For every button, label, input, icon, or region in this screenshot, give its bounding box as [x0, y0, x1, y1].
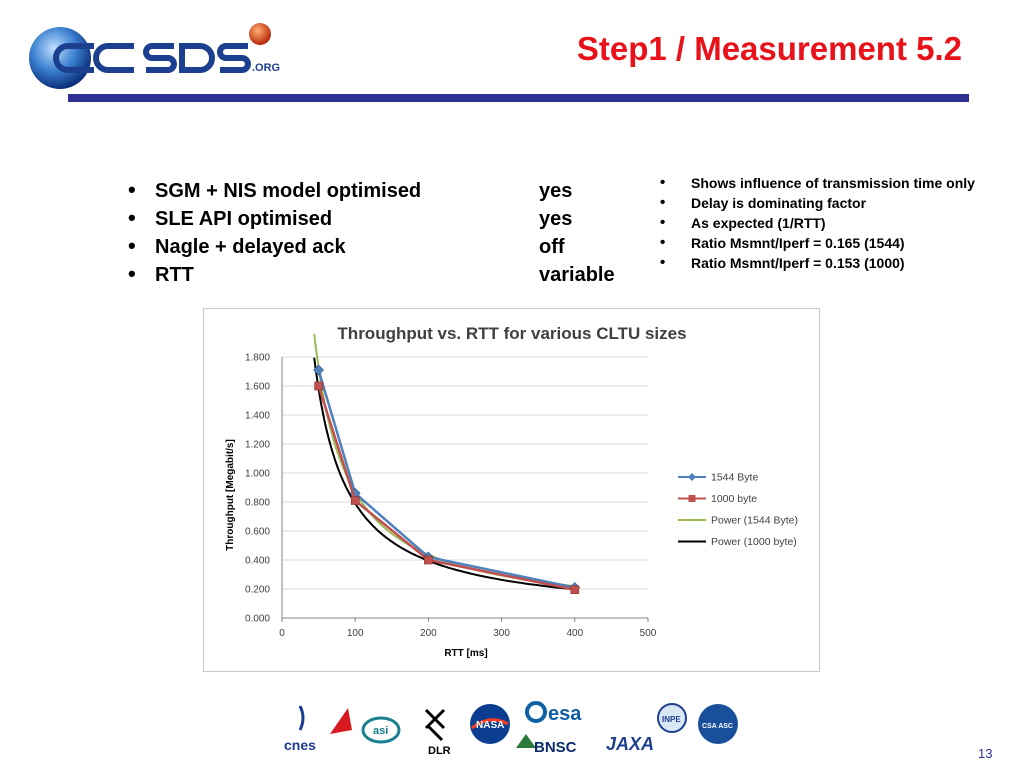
observation-item: Delay is dominating factor — [660, 194, 980, 212]
settings-item: RTT variable — [128, 261, 648, 290]
settings-label: RTT — [155, 264, 194, 286]
settings-value: off — [539, 236, 565, 258]
chart-title: Throughput vs. RTT for various CLTU size… — [337, 324, 686, 343]
chart-grid — [282, 356, 648, 590]
cnes-logo: cnes — [284, 705, 316, 753]
settings-item: SLE API optimised yes — [128, 205, 648, 234]
y-tick-label: 0.400 — [245, 556, 270, 567]
series-line-power-1000-byte — [313, 357, 575, 591]
legend-label-1000-byte: 1000 byte — [711, 493, 757, 505]
y-tick-label: 0.000 — [245, 614, 270, 625]
legend-label-power-1544-byte: Power (1544 Byte) — [711, 515, 798, 527]
settings-list: SGM + NIS model optimised yes SLE API opt… — [128, 177, 648, 290]
x-tick-label: 400 — [566, 628, 583, 639]
legend-label-1544-byte: 1544 Byte — [711, 472, 758, 484]
globe-icon — [29, 27, 91, 89]
svg-text:asi: asi — [373, 725, 388, 737]
data-point-1000-byte — [350, 496, 360, 505]
settings-item: Nagle + delayed ack off — [128, 233, 648, 262]
observation-item: Shows influence of transmission time onl… — [660, 174, 980, 192]
legend-marker-1000-byte — [688, 495, 696, 502]
settings-label: SGM + NIS model optimised — [155, 180, 422, 202]
y-tick-label: 1.200 — [245, 440, 270, 451]
partner-logos: cnes asi DLR NASA esa BNSC — [278, 700, 748, 760]
settings-value: variable — [539, 264, 615, 286]
settings-value: yes — [539, 208, 573, 230]
ccsds-logo-graphic: .ORG — [29, 23, 280, 89]
esa-logo: esa — [525, 701, 582, 725]
data-point-1000-byte — [570, 585, 580, 595]
y-tick-label: 1.800 — [245, 353, 270, 364]
bnsc-logo: BNSC — [516, 734, 577, 756]
y-tick-label: 1.600 — [245, 382, 270, 393]
chart-frame: Throughput vs. RTT for various CLTU size… — [203, 308, 820, 672]
settings-value: yes — [539, 180, 573, 202]
jaxa-logo: JAXA — [606, 734, 654, 754]
svg-text:NASA: NASA — [476, 720, 504, 731]
planet-icon — [249, 23, 271, 45]
svg-text:BNSC: BNSC — [534, 739, 577, 756]
svg-text:esa: esa — [548, 703, 582, 725]
data-point-1000-byte — [424, 555, 433, 565]
svg-text:JAXA: JAXA — [606, 734, 654, 754]
y-tick-label: 1.000 — [245, 469, 270, 480]
settings-item: SGM + NIS model optimised yes — [128, 177, 648, 206]
logo-letters — [53, 43, 251, 73]
title-rule — [68, 94, 969, 102]
observation-item: Ratio Msmnt/Iperf = 0.165 (1544) — [660, 234, 980, 252]
inpe-logo: INPE — [657, 703, 687, 733]
page-number: 13 — [978, 746, 993, 761]
asi-logo: asi — [330, 708, 401, 744]
nasa-logo: NASA — [470, 704, 510, 744]
throughput-chart: Throughput vs. RTT for various CLTU size… — [225, 324, 798, 659]
series-line-1000-byte — [317, 385, 576, 591]
svg-text:INPE: INPE — [662, 715, 681, 724]
y-axis-label: Throughput [Megabit/s] — [225, 439, 236, 551]
y-tick-label: 1.400 — [245, 411, 270, 422]
data-point-1000-byte — [314, 381, 323, 391]
ccsds-logo: .ORG — [24, 18, 294, 98]
y-tick-label: 0.600 — [245, 527, 270, 538]
x-tick-label: 0 — [279, 628, 285, 639]
x-tick-label: 100 — [347, 628, 364, 639]
dlr-logo: DLR — [424, 708, 451, 757]
x-tick-label: 200 — [420, 628, 437, 639]
settings-label: SLE API optimised — [155, 208, 333, 230]
x-tick-label: 300 — [493, 628, 510, 639]
svg-text:DLR: DLR — [428, 745, 451, 757]
svg-text:cnes: cnes — [284, 737, 316, 753]
y-tick-label: 0.200 — [245, 585, 270, 596]
x-axis-label: RTT [ms] — [444, 648, 487, 659]
svg-text:CSA ASC: CSA ASC — [702, 723, 733, 730]
series-line-1544-byte — [317, 369, 576, 589]
chart-ticks: 0.000 0.200 0.400 0.600 0.800 1.000 1.200 1.400… — [245, 353, 657, 640]
chart-legend: 1544 Byte 1000 byte Power (1544 Byte) Power… — [678, 472, 798, 548]
observations-list: Shows influence of transmission time onl… — [660, 174, 980, 275]
y-tick-label: 0.800 — [245, 498, 270, 509]
csa-logo: CSA ASC — [698, 704, 738, 744]
logo-org-text: .ORG — [252, 62, 280, 74]
partner-logos-graphic: cnes asi DLR NASA esa BNSC — [284, 701, 738, 757]
observation-item: As expected (1/RTT) — [660, 214, 980, 232]
chart-plot-area — [313, 333, 581, 595]
legend-label-power-1000-byte: Power (1000 byte) — [711, 536, 797, 548]
series-line-power-1544-byte — [313, 333, 575, 588]
settings-label: Nagle + delayed ack — [155, 236, 346, 258]
legend-marker-1544-byte — [688, 473, 696, 481]
data-point-1544-byte — [313, 364, 325, 376]
slide-title: Step1 / Measurement 5.2 — [576, 30, 962, 67]
observation-item: Ratio Msmnt/Iperf = 0.153 (1000) — [660, 254, 980, 272]
x-tick-label: 500 — [640, 628, 657, 639]
